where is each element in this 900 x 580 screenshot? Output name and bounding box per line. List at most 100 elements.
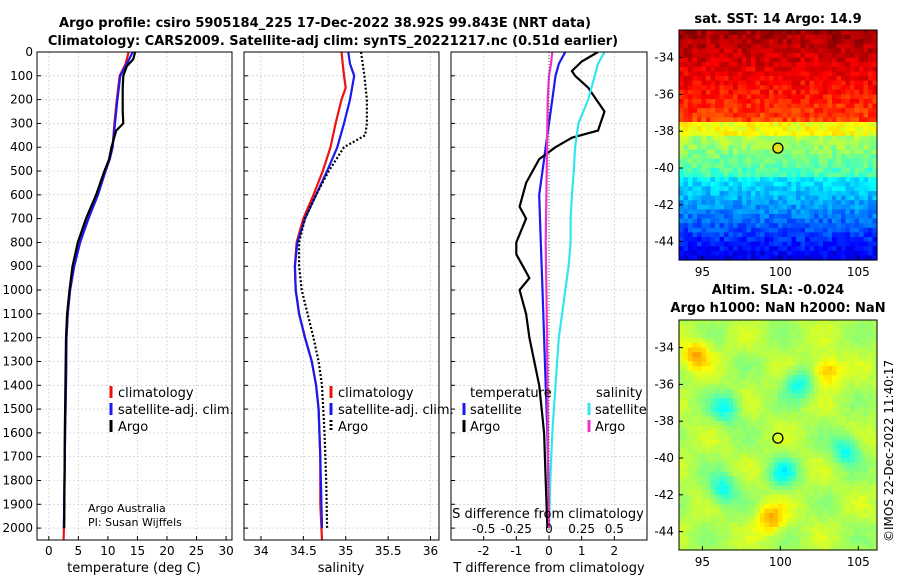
heatmap-cell <box>746 320 752 326</box>
heatmap-cell <box>872 172 878 178</box>
heatmap-cell <box>710 421 716 427</box>
heatmap-cell <box>868 177 874 183</box>
heatmap-cell <box>710 444 716 450</box>
heatmap-cell <box>805 527 811 533</box>
heatmap-cell <box>688 448 694 454</box>
heatmap-cell <box>755 444 761 450</box>
heatmap-cell <box>769 499 775 505</box>
heatmap-cell <box>706 181 712 187</box>
heatmap-cell <box>868 545 874 551</box>
heatmap-cell <box>818 71 824 77</box>
heatmap-cell <box>760 53 766 59</box>
heatmap-cell <box>778 112 784 118</box>
heatmap-cell <box>859 412 865 418</box>
heatmap-cell <box>818 191 824 197</box>
heatmap-cell <box>850 80 856 86</box>
heatmap-cell <box>769 444 775 450</box>
heatmap-cell <box>872 122 878 128</box>
heatmap-cell <box>733 80 739 86</box>
heatmap-cell <box>796 34 802 40</box>
heatmap-cell <box>683 416 689 422</box>
heatmap-cell <box>724 241 730 247</box>
heatmap-cell <box>724 145 730 151</box>
heatmap-cell <box>706 66 712 72</box>
heatmap-cell <box>796 140 802 146</box>
map-y-tick-label: -40 <box>654 161 674 175</box>
heatmap-cell <box>809 255 815 261</box>
heatmap-cell <box>778 324 784 330</box>
heatmap-cell <box>751 204 757 210</box>
heatmap-cell <box>742 485 748 491</box>
heatmap-cell <box>688 232 694 238</box>
heatmap-cell <box>724 112 730 118</box>
heatmap-cell <box>854 108 860 114</box>
heatmap-cell <box>800 389 806 395</box>
heatmap-cell <box>796 379 802 385</box>
heatmap-cell <box>832 407 838 413</box>
salinity-xlabel: salinity <box>318 561 365 576</box>
heatmap-cell <box>845 135 851 141</box>
heatmap-cell <box>688 517 694 523</box>
heatmap-cell <box>751 218 757 224</box>
heatmap-cell <box>787 393 793 399</box>
heatmap-cell <box>679 250 685 256</box>
heatmap-cell <box>719 43 725 49</box>
heatmap-cell <box>746 241 752 247</box>
heatmap-cell <box>782 172 788 178</box>
heatmap-cell <box>769 186 775 192</box>
difference-panel: -2 -1 0 1 2-0.5 -0.25 0 0.25 0.5 T difference fr… <box>450 51 648 576</box>
heatmap-cell <box>688 209 694 215</box>
heatmap-cell <box>724 375 730 381</box>
heatmap-cell <box>800 163 806 169</box>
heatmap-cell <box>809 347 815 353</box>
heatmap-cell <box>755 108 761 114</box>
heatmap-cell <box>737 39 743 45</box>
heatmap-cell <box>760 545 766 551</box>
heatmap-cell <box>859 338 865 344</box>
heatmap-cell <box>710 527 716 533</box>
heatmap-cell <box>778 103 784 109</box>
heatmap-cell <box>782 163 788 169</box>
heatmap-cell <box>679 366 685 372</box>
heatmap-cell <box>787 154 793 160</box>
heatmap-cell <box>746 444 752 450</box>
heatmap-cell <box>701 375 707 381</box>
heatmap-cell <box>773 85 779 91</box>
heatmap-cell <box>805 531 811 537</box>
heatmap-cell <box>782 43 788 49</box>
heatmap-cell <box>697 448 703 454</box>
heatmap-cell <box>791 471 797 477</box>
heatmap-cell <box>683 154 689 160</box>
heatmap-cell <box>697 57 703 63</box>
heatmap-cell <box>755 39 761 45</box>
heatmap-cell <box>832 237 838 243</box>
heatmap-cell <box>715 485 721 491</box>
heatmap-cell <box>692 39 698 45</box>
heatmap-cell <box>859 200 865 206</box>
heatmap-cell <box>872 71 878 77</box>
heatmap-cell <box>773 218 779 224</box>
heatmap-cell <box>701 223 707 229</box>
heatmap-cell <box>688 545 694 551</box>
heatmap-cell <box>868 407 874 413</box>
heatmap-cell <box>692 237 698 243</box>
heatmap-cell <box>764 232 770 238</box>
heatmap-cell <box>760 237 766 243</box>
heatmap-cell <box>728 448 734 454</box>
heatmap-cell <box>688 223 694 229</box>
heatmap-cell <box>841 375 847 381</box>
heatmap-cell <box>751 490 757 496</box>
heatmap-cell <box>746 329 752 335</box>
heatmap-cell <box>755 43 761 49</box>
heatmap-cell <box>859 135 865 141</box>
heatmap-cell <box>818 476 824 482</box>
heatmap-cell <box>737 430 743 436</box>
heatmap-cell <box>845 412 851 418</box>
heatmap-cell <box>782 177 788 183</box>
heatmap-cell <box>836 89 842 95</box>
heatmap-cell <box>854 71 860 77</box>
heatmap-cell <box>823 352 829 358</box>
heatmap-cell <box>688 416 694 422</box>
heatmap-cell <box>683 324 689 330</box>
heatmap-cell <box>827 181 833 187</box>
